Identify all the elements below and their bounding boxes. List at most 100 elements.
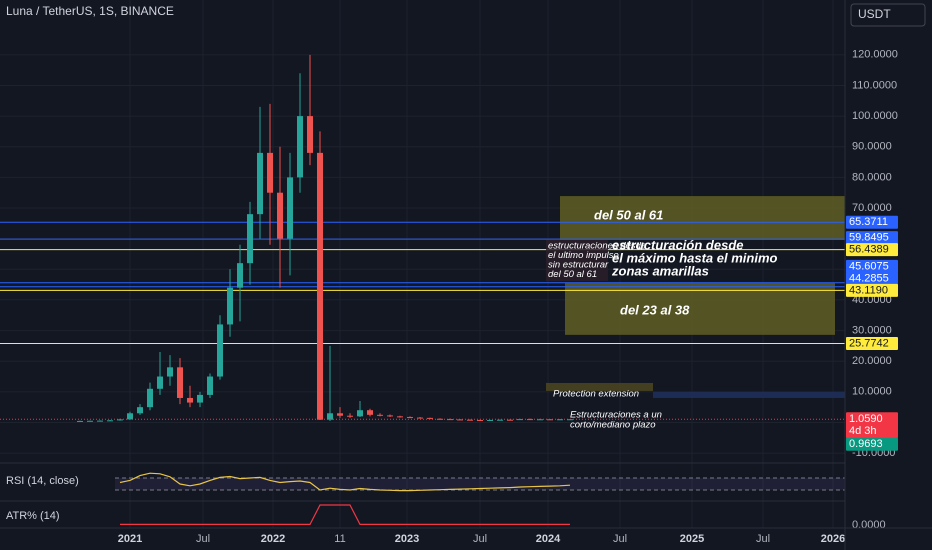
indicator-line — [120, 504, 570, 525]
x-tick-label: 2026 — [821, 533, 845, 545]
x-tick-label: Jul — [473, 533, 487, 545]
symbol-title: Luna / TetherUS, 1S, BINANCE — [6, 4, 174, 18]
candle-body — [337, 413, 343, 416]
y-tick-label: 10.0000 — [852, 386, 892, 398]
candle-body — [387, 415, 393, 417]
candle-body — [427, 417, 433, 419]
x-tick-label: Jul — [756, 533, 770, 545]
level-label: 44.2855 — [849, 272, 889, 284]
candle-body — [527, 419, 533, 421]
candle-body — [207, 376, 213, 395]
candle-body — [437, 418, 443, 420]
y-tick-label: 100.0000 — [852, 110, 898, 122]
candle-body — [467, 419, 473, 421]
annotation: estructuraciones desde — [548, 241, 646, 252]
candle-body — [497, 419, 503, 421]
annotation: del 50 al 61 — [594, 207, 663, 222]
candle-body — [367, 410, 373, 415]
level-label-bg — [846, 337, 898, 351]
candle-body — [187, 397, 193, 403]
candle-body — [357, 410, 363, 417]
panel-title: RSI (14, close) — [6, 475, 79, 487]
zone — [546, 382, 653, 391]
y-tick-label: 30.0000 — [852, 324, 892, 336]
level-label-bg — [846, 215, 898, 229]
candle-body — [87, 420, 93, 422]
level-label-bg — [846, 259, 898, 273]
candle-body — [537, 419, 543, 421]
annotation: del 50 al 61 — [548, 269, 597, 280]
currency-label[interactable]: USDT — [858, 7, 891, 21]
candle-body — [167, 367, 173, 377]
candle-body — [287, 177, 293, 239]
annotation-bg — [546, 240, 608, 281]
last-price-label-bg — [846, 412, 898, 439]
y-tick-label: 90.0000 — [852, 141, 892, 153]
level-label: 45.6075 — [849, 260, 889, 272]
x-tick-label: 11 — [334, 533, 345, 545]
x-tick-label: Jul — [196, 533, 210, 545]
candle-body — [307, 116, 313, 153]
candle-body — [327, 413, 333, 420]
y-tick-label: 20.0000 — [852, 355, 892, 367]
candle-body — [257, 152, 263, 215]
level-label: 43.1190 — [849, 284, 888, 296]
candle-body — [227, 287, 233, 325]
level-label: 65.3711 — [849, 216, 888, 228]
zone — [653, 391, 845, 398]
x-tick-label: 2021 — [118, 533, 142, 545]
candle-body — [197, 394, 203, 403]
last-price-label: 1.0590 — [849, 413, 883, 425]
candle-body — [277, 192, 283, 239]
level-label-bg — [846, 231, 898, 245]
candle-body — [547, 419, 553, 421]
level-label-bg — [846, 271, 898, 285]
candle-body — [77, 420, 83, 422]
candle-body — [127, 413, 133, 420]
level-label-bg — [846, 243, 898, 257]
axis-mark-bg — [846, 437, 898, 451]
y-tick-label: 120.0000 — [852, 49, 898, 61]
candle-body — [297, 116, 303, 178]
candle-body — [507, 419, 513, 421]
countdown: 4d 3h — [849, 425, 877, 437]
level-label: 59.8495 — [849, 231, 889, 243]
candle-body — [267, 152, 273, 193]
plot-layer: -10.00000.000010.000020.000030.000040.00… — [0, 0, 898, 545]
candle-body — [107, 420, 113, 422]
candle-body — [397, 416, 403, 418]
x-tick-label: 2022 — [261, 533, 285, 545]
annotation: zonas amarillas — [611, 263, 709, 278]
candle-body — [457, 419, 463, 421]
y-tick-label: 0.0000 — [852, 519, 886, 531]
candle-body — [147, 388, 153, 408]
x-tick-label: 2025 — [680, 533, 704, 545]
annotation: Protection extension — [553, 389, 639, 400]
zone — [565, 283, 835, 335]
y-tick-label: 110.0000 — [852, 79, 897, 91]
indicator-line — [119, 472, 571, 492]
x-tick-label: 2023 — [395, 533, 419, 545]
annotation: del 23 al 38 — [620, 302, 690, 317]
candle-body — [377, 414, 383, 416]
annotation: sin estructurar — [548, 260, 609, 271]
y-tick-label: 80.0000 — [852, 171, 892, 183]
candle-body — [477, 420, 483, 422]
candle-body — [117, 419, 123, 421]
candle-body — [137, 407, 143, 414]
axis-mark-label: 0.9693 — [849, 438, 883, 450]
candle-body — [97, 420, 103, 422]
candle-body — [217, 324, 223, 377]
annotation: el ultimo impulso — [548, 250, 619, 261]
candle-body — [407, 416, 413, 418]
currency-button[interactable] — [850, 3, 926, 27]
candle-body — [157, 376, 163, 389]
candle-body — [237, 263, 243, 288]
level-label: 56.4389 — [849, 243, 889, 255]
level-label: 25.7742 — [849, 337, 889, 349]
annotation: estructuración desde — [612, 237, 744, 252]
annotation: Estructuraciones a un — [570, 410, 662, 421]
